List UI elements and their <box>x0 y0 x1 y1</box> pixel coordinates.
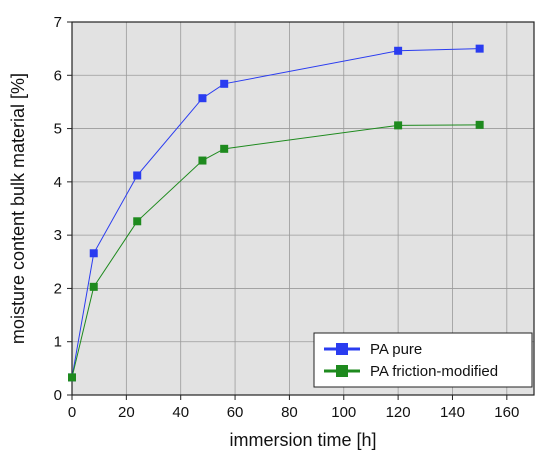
data-point <box>133 217 142 226</box>
y-tick-label: 1 <box>54 334 62 351</box>
data-point <box>133 171 142 180</box>
x-tick-label: 160 <box>494 404 519 421</box>
y-tick-label: 2 <box>54 280 62 297</box>
data-point <box>220 79 229 88</box>
legend-swatch-marker <box>336 343 348 355</box>
data-point <box>475 120 484 129</box>
series-layer <box>68 44 484 382</box>
x-tick-label: 140 <box>440 404 465 421</box>
data-point <box>394 46 403 55</box>
data-point <box>68 373 76 382</box>
legend-swatch-marker <box>336 365 348 377</box>
legend-label: PA friction-modified <box>370 363 498 380</box>
series-2 <box>68 120 484 382</box>
legend-entry: PA pure <box>324 341 422 358</box>
legend: PA pure PA friction-modified <box>313 332 533 388</box>
x-tick-label: 0 <box>68 404 76 421</box>
data-point <box>89 282 98 291</box>
y-axis-title: moisture content bulk material [%] <box>8 73 28 344</box>
series-1 <box>68 44 484 382</box>
x-tick-label: 120 <box>386 404 411 421</box>
x-tick-label: 60 <box>227 404 244 421</box>
legend-box <box>313 332 533 388</box>
legend-label: PA pure <box>370 341 422 358</box>
data-point <box>89 249 98 258</box>
data-point <box>394 121 403 130</box>
axis-ticks: 0 20 40 60 80 100 120 140 160 0 1 2 3 4 5 6 7 <box>54 14 520 421</box>
x-tick-label: 40 <box>172 404 189 421</box>
legend-entry: PA friction-modified <box>324 363 498 380</box>
data-point <box>198 156 207 165</box>
x-tick-label: 100 <box>331 404 356 421</box>
plot-frame <box>71 21 535 396</box>
data-point <box>475 44 484 53</box>
data-point <box>198 94 207 103</box>
x-tick-label: 80 <box>281 404 298 421</box>
y-tick-label: 7 <box>54 14 62 31</box>
y-tick-label: 5 <box>54 121 62 138</box>
y-tick-label: 6 <box>54 67 62 84</box>
x-tick-label: 20 <box>118 404 135 421</box>
y-tick-label: 4 <box>54 174 62 191</box>
y-tick-label: 0 <box>54 387 62 404</box>
legend-entries: PA pure PA friction-modified <box>324 341 498 380</box>
y-tick-label: 3 <box>54 227 62 244</box>
data-point <box>220 144 229 153</box>
x-axis-title: immersion time [h] <box>229 430 376 450</box>
